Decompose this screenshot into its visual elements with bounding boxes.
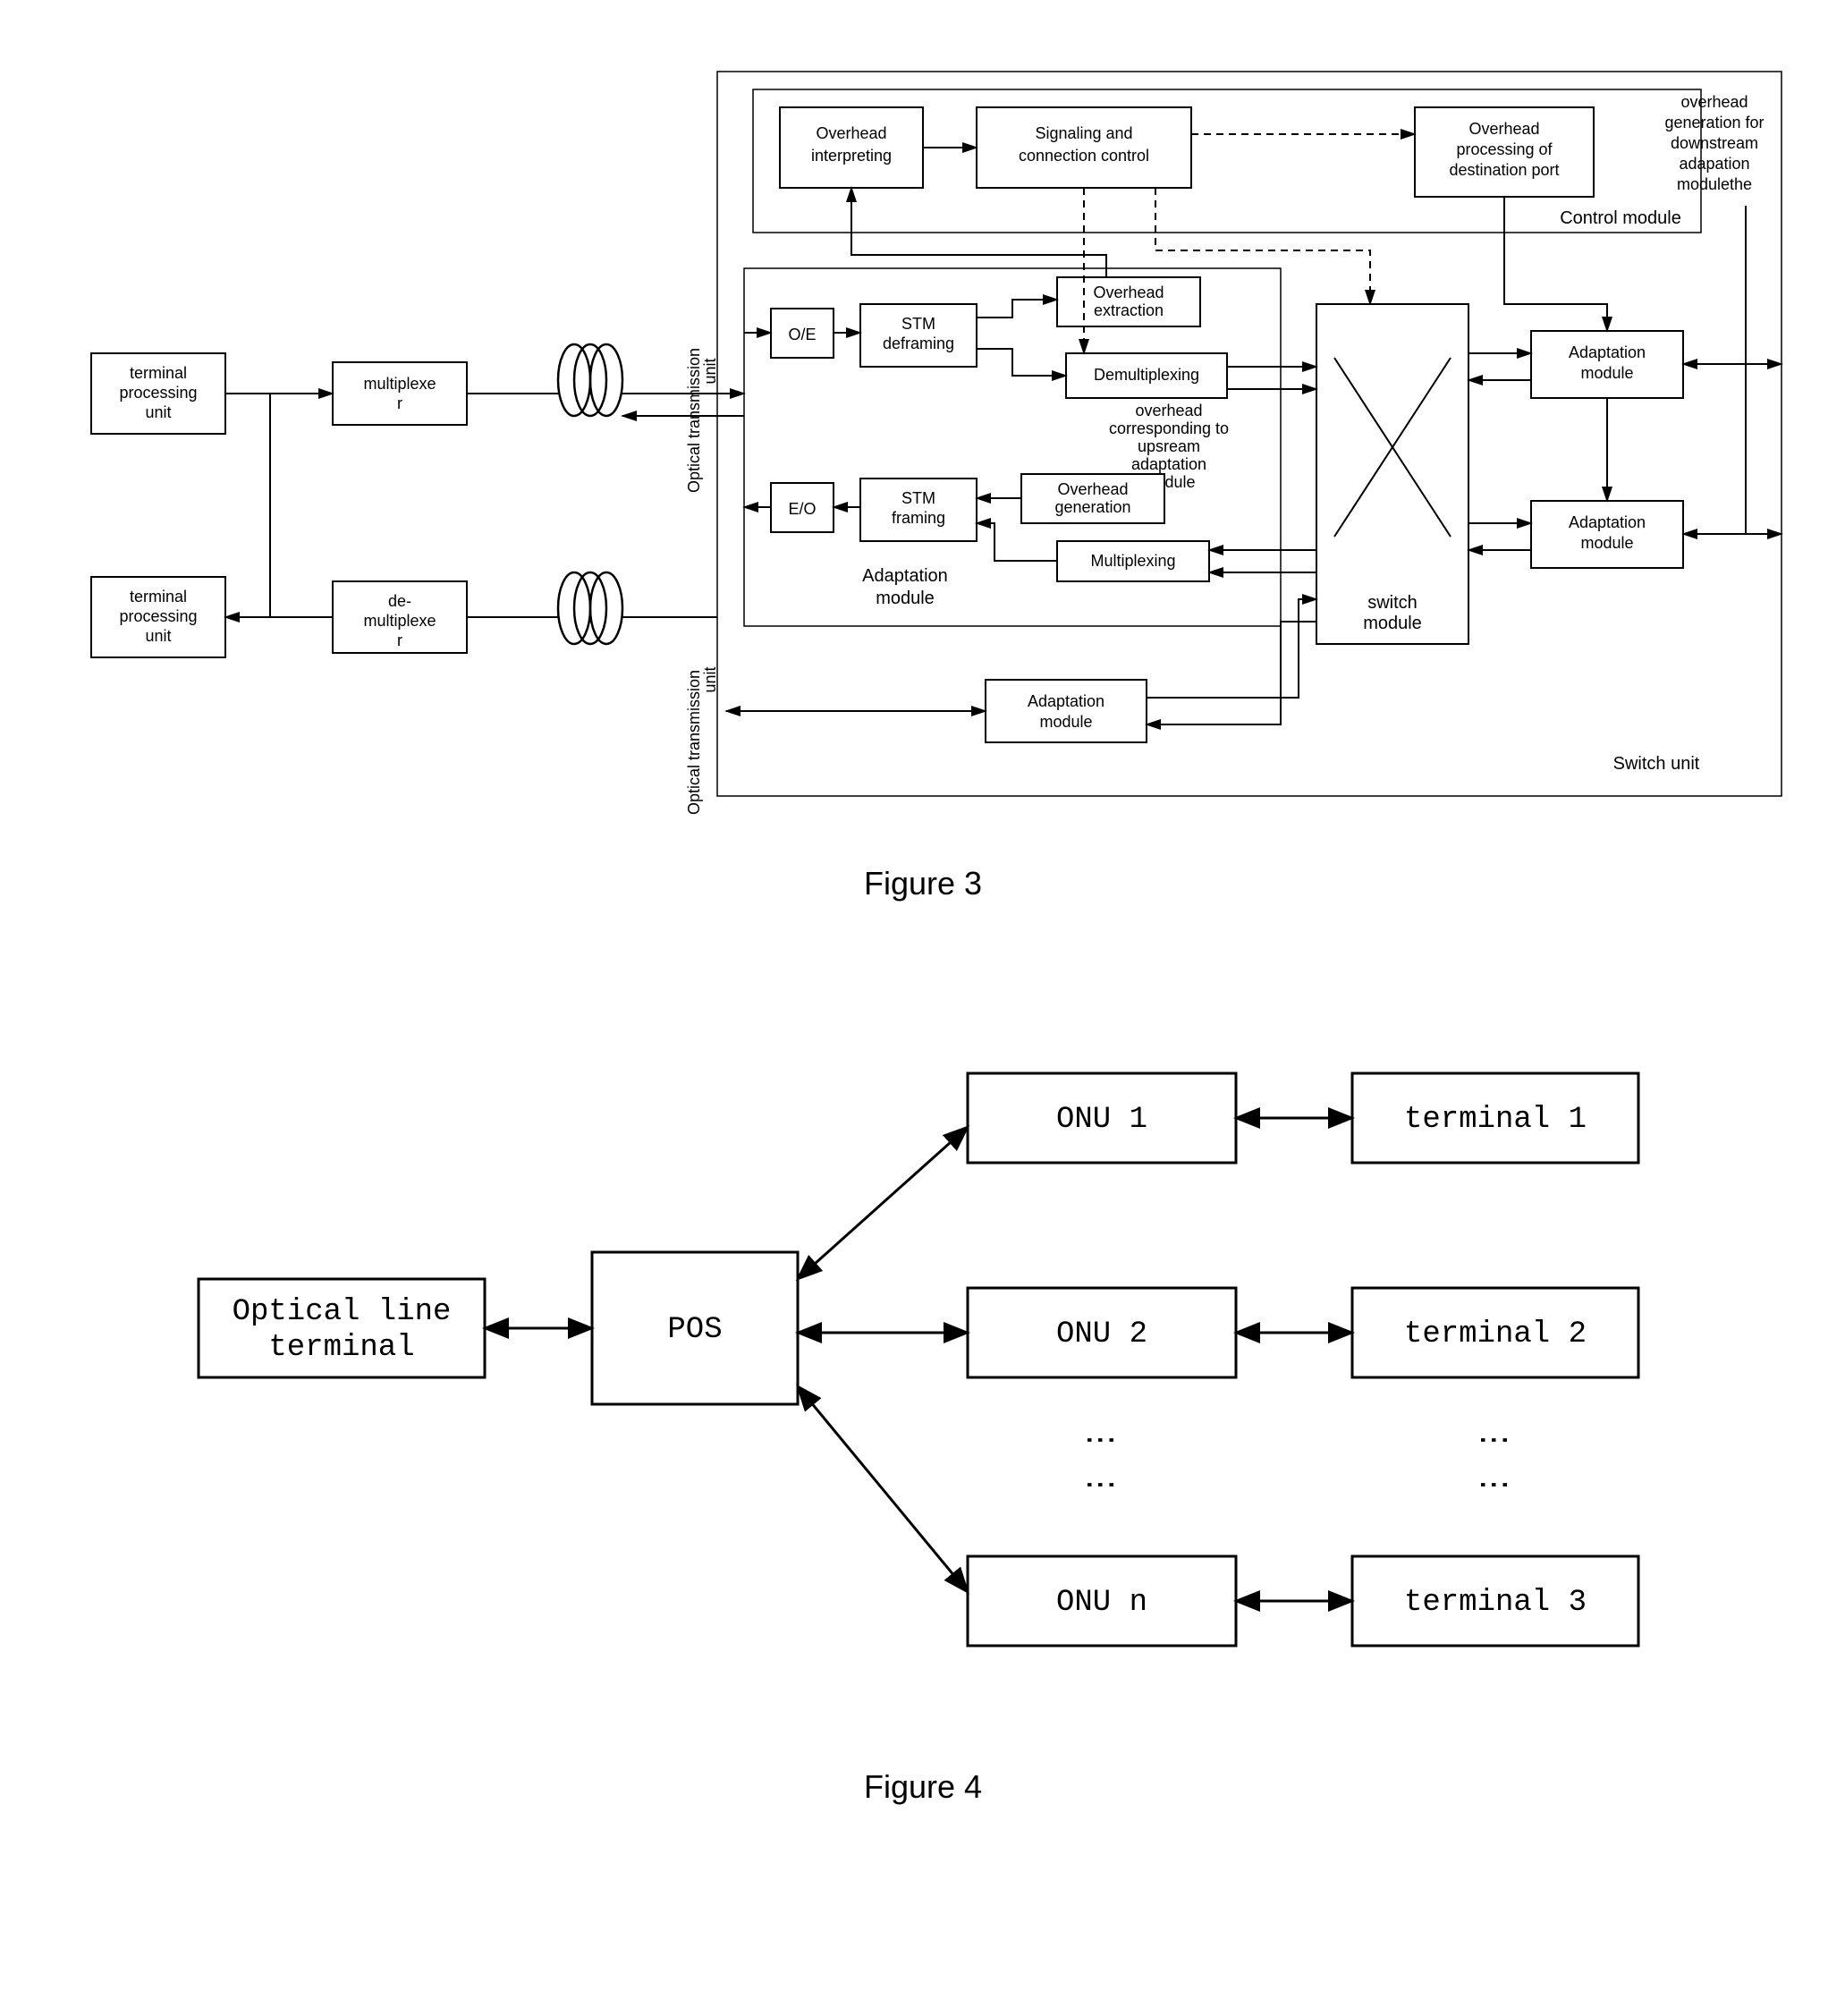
signaling-l2: connection control [1018, 147, 1148, 165]
pos-label: POS [667, 1313, 722, 1347]
sidelabel-3: downstream [1670, 134, 1757, 152]
tpu-bot-l2: processing [119, 607, 197, 625]
adaptation-right-2-l2: module [1580, 534, 1633, 552]
adaptation-module-l2: module [876, 589, 935, 608]
multiplexer-l1: multiplexe [363, 375, 436, 393]
adaptation-bottom-l2: module [1039, 713, 1092, 731]
tpu-bot-l3: unit [145, 627, 171, 645]
switch-module-l1: switch [1367, 593, 1418, 613]
term-dots2: ⋮ [1477, 1469, 1513, 1501]
tpu-top-l1: terminal [129, 364, 186, 382]
terminal-2-label: terminal 2 [1403, 1317, 1586, 1351]
opt-tx-bot-unit: unit [701, 666, 719, 692]
signaling-l1: Signaling and [1035, 124, 1132, 142]
overhead-extraction-l1: Overhead [1093, 284, 1164, 301]
oe-label: O/E [788, 326, 816, 343]
sidelabel-5: modulethe [1676, 175, 1751, 193]
opt-tx-top-label: Optical transmission [685, 348, 703, 493]
adaptation-right-1-l2: module [1580, 364, 1633, 382]
adaptation-module-l1: Adaptation [862, 566, 948, 586]
opt-tx-bot-label: Optical transmission [685, 670, 703, 815]
opt-tx-top-unit: unit [701, 358, 719, 384]
stm-framing-l2: framing [891, 509, 944, 527]
switch-unit-label: Switch unit [1612, 754, 1699, 774]
figure-3-caption: Figure 3 [863, 865, 981, 902]
onu-2-label: ONU 2 [1055, 1317, 1147, 1351]
tpu-top-l2: processing [119, 384, 197, 402]
sidelabel-1: overhead [1680, 93, 1748, 111]
stm-deframing-l1: STM [901, 315, 935, 333]
olt-l1: Optical line [232, 1295, 451, 1329]
demultiplexer-l1: de- [387, 592, 410, 610]
sidelabel-4: adapation [1679, 155, 1749, 173]
multiplexer-l2: r [397, 394, 402, 412]
figure-4-caption: Figure 4 [863, 1768, 981, 1805]
adaptation-bottom-l1: Adaptation [1027, 692, 1104, 710]
terminal-3-label: terminal 3 [1403, 1586, 1586, 1620]
over-up-3: upsream [1137, 437, 1199, 455]
switch-module-l2: module [1363, 614, 1422, 633]
figure-3-svg: Switch unit Control module Overhead inte… [47, 36, 1799, 912]
overhead-dest-l3: destination port [1449, 161, 1559, 179]
adaptation-right-2-l1: Adaptation [1568, 513, 1645, 531]
overhead-interpreting-l2: interpreting [810, 147, 891, 165]
fiber-coil-top [558, 344, 622, 416]
terminal-1-label: terminal 1 [1403, 1103, 1586, 1137]
demux-label: Demultiplexing [1093, 366, 1198, 384]
onu-dots: ⋮ [1083, 1424, 1120, 1456]
sidelabel-2: generation for [1664, 114, 1764, 131]
over-up-4: adaptation [1130, 455, 1206, 473]
over-up-2: corresponding to [1108, 419, 1228, 437]
onu-dots2: ⋮ [1083, 1469, 1120, 1501]
fiber-coil-bot [558, 572, 622, 644]
overhead-dest-l2: processing of [1456, 140, 1553, 158]
tpu-top-l3: unit [145, 403, 171, 421]
arrow-pos-onu1 [798, 1127, 968, 1279]
demultiplexer-l3: r [397, 631, 402, 649]
mux-label: Multiplexing [1090, 552, 1175, 570]
adaptation-right-1-l1: Adaptation [1568, 343, 1645, 361]
over-up-1: overhead [1135, 402, 1202, 419]
arrow-pos-onun [798, 1386, 968, 1592]
stm-framing-l1: STM [901, 489, 935, 507]
eo-label: E/O [788, 500, 816, 518]
onu-1-label: ONU 1 [1055, 1103, 1147, 1137]
term-dots: ⋮ [1477, 1424, 1513, 1456]
stm-deframing-l2: deframing [882, 335, 953, 352]
overhead-gen-l1: Overhead [1057, 480, 1128, 498]
overhead-interpreting-l1: Overhead [816, 124, 886, 142]
overhead-extraction-l2: extraction [1093, 301, 1163, 319]
overhead-dest-l1: Overhead [1468, 120, 1539, 138]
adaptation-bottom-box [986, 680, 1147, 742]
control-module-label: Control module [1560, 208, 1681, 228]
tpu-bot-l1: terminal [129, 588, 186, 606]
figure-4-svg: Optical line terminal POS ONU 1 ONU 2 ON… [163, 1020, 1683, 1825]
overhead-gen-l2: generation [1054, 498, 1130, 516]
olt-l2: terminal [268, 1331, 414, 1365]
demultiplexer-l2: multiplexe [363, 612, 436, 630]
multiplexer-box [333, 362, 467, 425]
onu-n-label: ONU n [1055, 1586, 1147, 1620]
